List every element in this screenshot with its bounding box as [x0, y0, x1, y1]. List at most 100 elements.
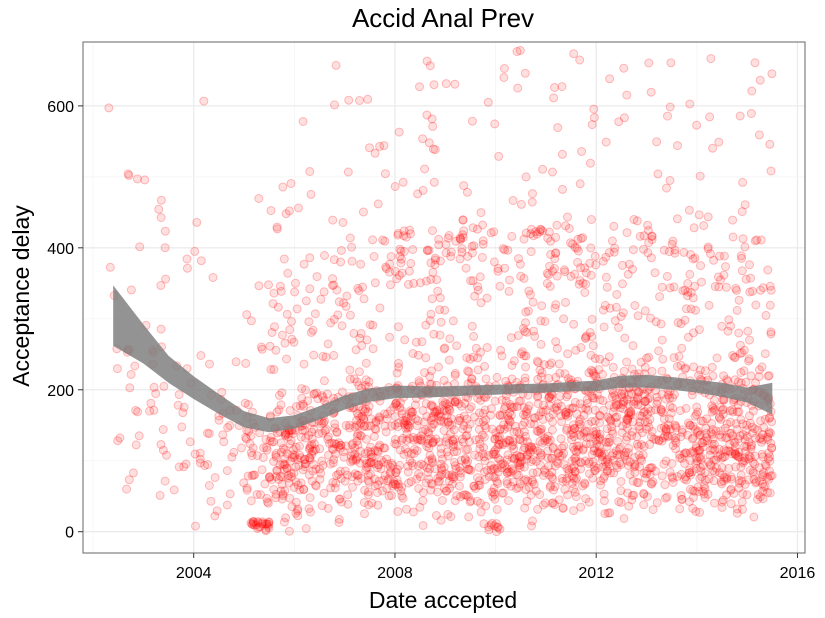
data-point	[424, 474, 434, 484]
data-point	[423, 434, 433, 444]
data-point	[347, 447, 357, 457]
data-point	[567, 403, 577, 413]
data-point	[190, 246, 200, 256]
data-point	[280, 430, 290, 440]
data-point	[486, 404, 496, 414]
data-point	[602, 424, 612, 434]
data-point	[433, 477, 443, 487]
data-point	[257, 465, 267, 475]
data-point	[767, 417, 777, 427]
data-point	[478, 239, 488, 249]
data-point	[474, 462, 484, 472]
data-point	[434, 234, 444, 244]
data-point	[363, 462, 373, 472]
data-point	[327, 438, 337, 448]
data-point	[410, 400, 420, 410]
data-point	[501, 396, 511, 406]
data-point	[657, 282, 667, 292]
data-point	[704, 457, 714, 467]
data-point	[362, 463, 372, 472]
data-point	[647, 231, 657, 241]
data-point	[335, 494, 345, 504]
data-point	[685, 269, 695, 279]
data-point	[282, 354, 291, 364]
data-point	[253, 517, 263, 527]
data-point	[581, 279, 591, 289]
data-point	[316, 468, 326, 478]
data-point	[339, 452, 349, 462]
data-point	[480, 475, 490, 485]
data-point	[517, 347, 527, 357]
data-point	[381, 262, 391, 272]
data-point	[481, 423, 491, 433]
data-point	[521, 362, 531, 372]
data-point	[569, 49, 579, 59]
data-point	[271, 489, 281, 499]
data-point	[703, 212, 713, 222]
data-point	[276, 438, 286, 448]
data-point	[490, 119, 500, 129]
data-point	[441, 486, 451, 496]
data-point	[463, 457, 473, 466]
data-point	[660, 480, 670, 490]
data-point	[521, 407, 531, 417]
data-point	[509, 402, 519, 412]
data-point	[530, 331, 540, 341]
data-point	[592, 389, 602, 399]
data-point	[386, 462, 395, 472]
data-point	[431, 511, 441, 520]
data-point	[628, 491, 637, 501]
data-point	[732, 305, 742, 315]
data-point	[455, 463, 465, 472]
data-point	[314, 429, 324, 439]
data-point	[766, 285, 776, 295]
data-point	[514, 470, 523, 480]
data-point	[619, 366, 629, 376]
data-point	[353, 429, 363, 439]
data-point	[524, 306, 533, 316]
data-point	[628, 417, 638, 427]
data-point	[439, 417, 449, 427]
data-point	[766, 327, 776, 337]
data-point	[430, 407, 439, 417]
data-point	[328, 458, 338, 468]
data-point	[522, 451, 532, 461]
data-point	[448, 435, 458, 445]
data-point	[315, 474, 325, 484]
data-point	[421, 478, 431, 488]
data-point	[286, 179, 296, 188]
data-point	[533, 427, 543, 436]
data-point	[248, 443, 258, 453]
data-point	[520, 417, 530, 427]
data-point	[345, 374, 355, 384]
data-point	[458, 215, 468, 225]
data-point	[366, 442, 375, 452]
data-point	[469, 481, 479, 491]
data-point	[291, 402, 301, 411]
data-point	[470, 450, 480, 460]
data-point	[438, 396, 448, 406]
data-point	[264, 517, 274, 527]
data-point	[306, 327, 316, 337]
data-point	[522, 496, 532, 506]
data-point	[334, 442, 344, 452]
data-point	[356, 418, 366, 428]
data-point	[476, 347, 485, 357]
data-point	[457, 401, 467, 411]
data-point	[763, 265, 773, 275]
data-point	[390, 266, 400, 276]
data-point	[406, 477, 416, 487]
data-point	[105, 262, 115, 272]
data-point	[461, 431, 471, 441]
data-point	[648, 505, 658, 515]
data-point	[415, 82, 424, 92]
data-point	[294, 203, 303, 213]
data-point	[257, 344, 267, 354]
data-point	[386, 280, 395, 290]
data-point	[399, 231, 409, 241]
data-point	[295, 485, 305, 495]
data-point	[685, 448, 695, 458]
data-point	[154, 204, 164, 214]
data-point	[734, 328, 744, 338]
data-point	[277, 330, 287, 340]
